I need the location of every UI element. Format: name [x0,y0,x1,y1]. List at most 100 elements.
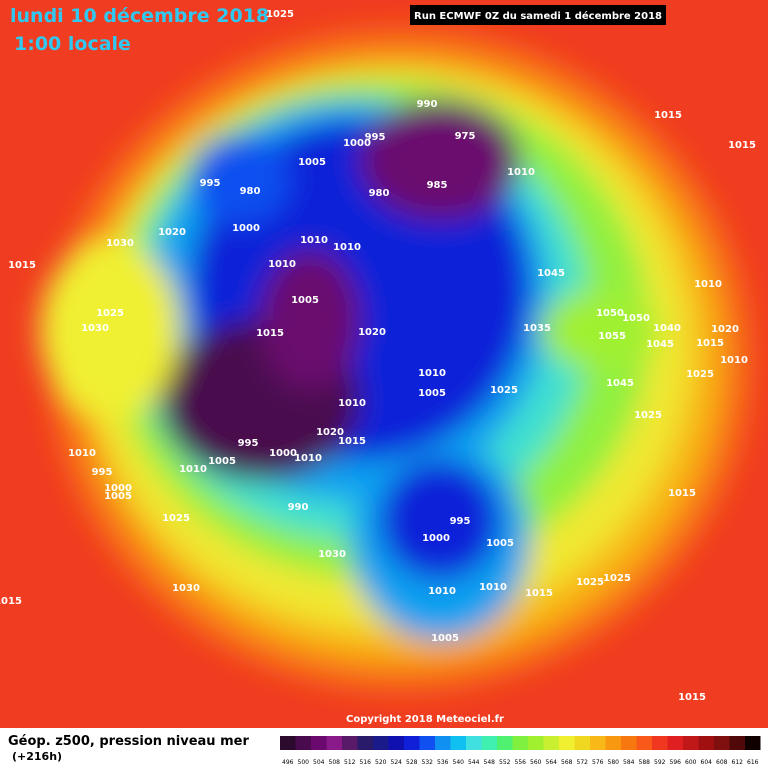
scale-swatch [698,736,714,750]
pressure-label: 1015 [654,110,682,121]
time-title: 1:00 locale [14,33,131,55]
scale-label: 580 [608,759,620,766]
pressure-label: 980 [369,188,390,199]
pressure-label: 1000 [422,533,450,544]
pressure-label: 1045 [646,339,674,350]
scale-label: 572 [577,759,589,766]
scale-label: 592 [654,759,666,766]
pressure-label: 1000 [104,483,132,494]
pressure-label: 1055 [598,331,626,342]
scale-label: 548 [484,759,496,766]
pressure-label: 1000 [269,448,297,459]
scale-label: 600 [685,759,697,766]
scale-label: 584 [623,759,635,766]
scale-label: 496 [282,759,294,766]
pressure-label: 1040 [653,323,681,334]
pressure-label: 1000 [343,138,371,149]
pressure-label: 1010 [268,259,296,270]
pressure-label: 1005 [298,157,326,168]
scale-label: 556 [515,759,527,766]
pressure-label: 1010 [720,355,748,366]
scale-swatch [311,736,327,750]
scale-label: 520 [375,759,387,766]
pressure-label: 1010 [338,398,366,409]
scale-swatch [373,736,389,750]
pressure-label: 1005 [291,295,319,306]
pressure-label: 1025 [603,573,631,584]
geopotential-field [40,30,750,690]
scale-label: 612 [732,759,744,766]
scale-label: 540 [453,759,465,766]
scale-label: 608 [716,759,728,766]
pressure-label: 1015 [256,328,284,339]
date-title: lundi 10 décembre 2018 [10,5,269,27]
scale-label: 532 [422,759,434,766]
pressure-label: 1025 [162,513,190,524]
pressure-label: 1005 [208,456,236,467]
scale-swatch [543,736,559,750]
scale-swatch [435,736,451,750]
scale-swatch [714,736,730,750]
pressure-label: 1030 [172,583,200,594]
pressure-label: 1015 [668,488,696,499]
scale-label: 576 [592,759,604,766]
footer-title: Géop. z500, pression niveau mer [8,734,249,749]
pressure-label: 1010 [418,368,446,379]
pressure-label: 1020 [316,427,344,438]
scale-swatch [574,736,590,750]
scale-swatch [621,736,637,750]
pressure-label: 1025 [490,385,518,396]
scale-swatch [497,736,513,750]
scale-swatch [667,736,683,750]
pressure-label: 1045 [606,378,634,389]
scale-swatch [388,736,404,750]
pressure-label: 1015 [338,436,366,447]
pressure-label: 1015 [8,260,36,271]
scale-label: 604 [701,759,713,766]
scale-label: 596 [670,759,682,766]
pressure-label: 1025 [266,9,294,20]
pressure-label: 980 [240,186,261,197]
scale-label: 560 [530,759,542,766]
scale-swatch [729,736,745,750]
pressure-label: 1015 [525,588,553,599]
pressure-label: 1025 [634,410,662,421]
footer-lead: (+216h) [12,750,62,763]
scale-label: 500 [298,759,310,766]
scale-swatch [342,736,358,750]
pressure-label: 1005 [104,491,132,502]
pressure-label: 1015 [678,692,706,703]
pressure-label: 1010 [428,586,456,597]
scale-swatch [652,736,668,750]
scale-label: 512 [344,759,356,766]
pressure-label: 995 [365,132,386,143]
pressure-label: 1005 [418,388,446,399]
scale-label: 516 [360,759,372,766]
pressure-label: 1020 [711,324,739,335]
scale-label: 544 [468,759,480,766]
pressure-label: 1025 [576,577,604,588]
pressure-label: 1050 [622,313,650,324]
scale-swatch [481,736,497,750]
pressure-label: 975 [455,131,476,142]
scale-label: 524 [391,759,403,766]
pressure-label: 1045 [537,268,565,279]
pressure-label: 1010 [479,582,507,593]
scale-label: 588 [639,759,651,766]
pressure-label: 1015 [728,140,756,151]
pressure-label: 1000 [232,223,260,234]
pressure-label: 1010 [300,235,328,246]
pressure-label: 1005 [431,633,459,644]
pressure-label: 990 [288,502,309,513]
scale-label: 552 [499,759,511,766]
scale-swatch [357,736,373,750]
scale-swatch [559,736,575,750]
scale-swatch [590,736,606,750]
pressure-label: 995 [200,178,221,189]
pressure-label: 1005 [486,538,514,549]
scale-swatch [745,736,761,750]
pressure-label: 1015 [696,338,724,349]
pressure-label: 1010 [179,464,207,475]
pressure-label: 1025 [686,369,714,380]
pressure-label: 1010 [507,167,535,178]
